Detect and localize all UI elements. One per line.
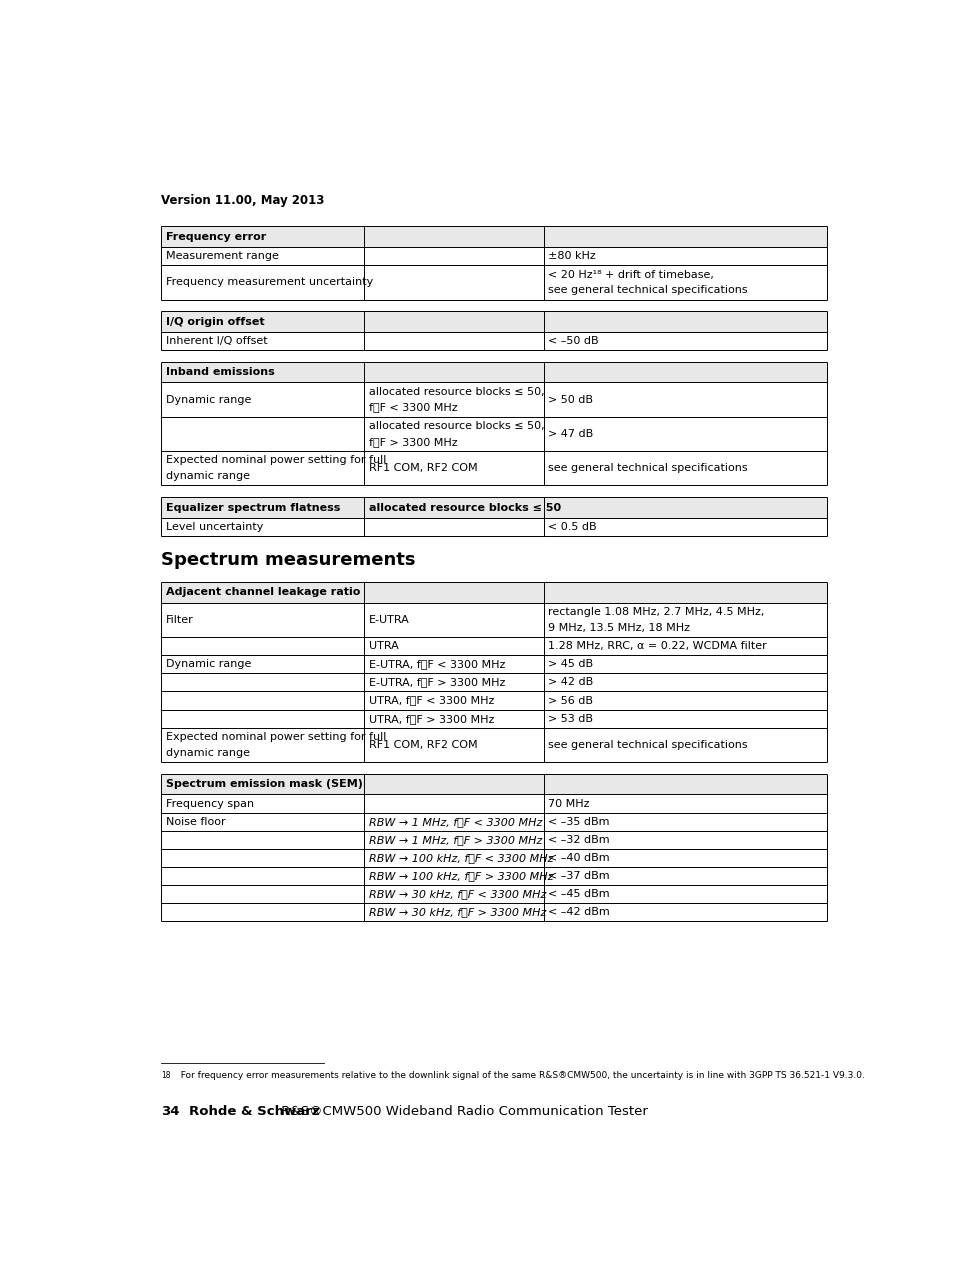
Text: < –42 dBm: < –42 dBm bbox=[548, 907, 610, 917]
Text: 9 MHz, 13.5 MHz, 18 MHz: 9 MHz, 13.5 MHz, 18 MHz bbox=[548, 623, 690, 633]
Text: UTRA, fᴯF > 3300 MHz: UTRA, fᴯF > 3300 MHz bbox=[369, 713, 494, 724]
Bar bbox=[161, 227, 826, 299]
Text: < –35 dBm: < –35 dBm bbox=[548, 817, 609, 827]
Text: Spectrum measurements: Spectrum measurements bbox=[161, 550, 416, 568]
Text: > 45 dB: > 45 dB bbox=[548, 659, 593, 669]
Text: 1.28 MHz, RRC, α = 0.22, WCDMA filter: 1.28 MHz, RRC, α = 0.22, WCDMA filter bbox=[548, 641, 766, 651]
Text: < 0.5 dB: < 0.5 dB bbox=[548, 522, 597, 531]
Text: RBW → 100 kHz, fᴯF < 3300 MHz: RBW → 100 kHz, fᴯF < 3300 MHz bbox=[369, 854, 553, 862]
Bar bbox=[161, 582, 826, 762]
Text: < –32 dBm: < –32 dBm bbox=[548, 834, 609, 845]
Text: rectangle 1.08 MHz, 2.7 MHz, 4.5 MHz,: rectangle 1.08 MHz, 2.7 MHz, 4.5 MHz, bbox=[548, 606, 764, 617]
Text: E-UTRA, fᴯF < 3300 MHz: E-UTRA, fᴯF < 3300 MHz bbox=[369, 659, 505, 669]
Text: RBW → 100 kHz, fᴯF > 3300 MHz: RBW → 100 kHz, fᴯF > 3300 MHz bbox=[369, 871, 553, 882]
Text: > 56 dB: > 56 dB bbox=[548, 696, 593, 706]
Text: fᴯF < 3300 MHz: fᴯF < 3300 MHz bbox=[369, 403, 456, 413]
Text: E-UTRA, fᴯF > 3300 MHz: E-UTRA, fᴯF > 3300 MHz bbox=[369, 678, 505, 688]
Text: Inband emissions: Inband emissions bbox=[166, 367, 274, 377]
Bar bbox=[161, 582, 826, 603]
Text: < –50 dB: < –50 dB bbox=[548, 336, 598, 347]
Bar bbox=[161, 311, 826, 350]
Text: allocated resource blocks ≤ 50: allocated resource blocks ≤ 50 bbox=[369, 502, 560, 512]
Bar bbox=[161, 497, 826, 536]
Text: see general technical specifications: see general technical specifications bbox=[548, 464, 747, 473]
Text: RBW → 30 kHz, fᴯF < 3300 MHz: RBW → 30 kHz, fᴯF < 3300 MHz bbox=[369, 889, 545, 899]
Text: RF1 COM, RF2 COM: RF1 COM, RF2 COM bbox=[369, 464, 476, 473]
Text: Level uncertainty: Level uncertainty bbox=[166, 522, 263, 531]
Text: dynamic range: dynamic range bbox=[166, 471, 250, 482]
Text: < –37 dBm: < –37 dBm bbox=[548, 871, 609, 882]
Text: UTRA: UTRA bbox=[369, 641, 398, 651]
Bar bbox=[161, 773, 826, 795]
Text: For frequency error measurements relative to the downlink signal of the same R&S: For frequency error measurements relativ… bbox=[174, 1071, 863, 1080]
Text: Rohde & Schwarz: Rohde & Schwarz bbox=[190, 1105, 320, 1117]
Text: see general technical specifications: see general technical specifications bbox=[548, 285, 747, 296]
Text: > 53 dB: > 53 dB bbox=[548, 713, 593, 724]
Text: RF1 COM, RF2 COM: RF1 COM, RF2 COM bbox=[369, 740, 476, 750]
Text: allocated resource blocks ≤ 50,: allocated resource blocks ≤ 50, bbox=[369, 422, 544, 431]
Text: dynamic range: dynamic range bbox=[166, 748, 250, 758]
Text: Dynamic range: Dynamic range bbox=[166, 395, 251, 405]
Text: > 42 dB: > 42 dB bbox=[548, 678, 593, 688]
Text: Frequency span: Frequency span bbox=[166, 799, 253, 809]
Text: Frequency error: Frequency error bbox=[166, 232, 266, 242]
Text: Measurement range: Measurement range bbox=[166, 251, 278, 261]
Bar bbox=[161, 362, 826, 382]
Bar bbox=[161, 773, 826, 921]
Bar bbox=[161, 362, 826, 485]
Text: see general technical specifications: see general technical specifications bbox=[548, 740, 747, 750]
Text: Equalizer spectrum flatness: Equalizer spectrum flatness bbox=[166, 502, 340, 512]
Text: > 50 dB: > 50 dB bbox=[548, 395, 593, 405]
Text: RBW → 1 MHz, fᴯF < 3300 MHz: RBW → 1 MHz, fᴯF < 3300 MHz bbox=[369, 817, 541, 827]
Text: I/Q origin offset: I/Q origin offset bbox=[166, 317, 264, 326]
Text: Frequency measurement uncertainty: Frequency measurement uncertainty bbox=[166, 278, 373, 288]
Text: < –45 dBm: < –45 dBm bbox=[548, 889, 609, 899]
Text: < –40 dBm: < –40 dBm bbox=[548, 854, 609, 862]
Text: Inherent I/Q offset: Inherent I/Q offset bbox=[166, 336, 267, 347]
Bar bbox=[161, 311, 826, 333]
Text: 34: 34 bbox=[161, 1105, 180, 1117]
Text: UTRA, fᴯF < 3300 MHz: UTRA, fᴯF < 3300 MHz bbox=[369, 696, 494, 706]
Bar bbox=[161, 227, 826, 247]
Bar bbox=[161, 497, 826, 517]
Text: allocated resource blocks ≤ 50,: allocated resource blocks ≤ 50, bbox=[369, 387, 544, 396]
Text: Version 11.00, May 2013: Version 11.00, May 2013 bbox=[161, 194, 324, 208]
Text: RBW → 30 kHz, fᴯF > 3300 MHz: RBW → 30 kHz, fᴯF > 3300 MHz bbox=[369, 907, 545, 917]
Text: Adjacent channel leakage ratio: Adjacent channel leakage ratio bbox=[166, 587, 360, 598]
Text: Expected nominal power setting for full: Expected nominal power setting for full bbox=[166, 455, 386, 465]
Text: Filter: Filter bbox=[166, 615, 193, 624]
Text: Noise floor: Noise floor bbox=[166, 817, 225, 827]
Text: RBW → 1 MHz, fᴯF > 3300 MHz: RBW → 1 MHz, fᴯF > 3300 MHz bbox=[369, 834, 541, 845]
Text: ±80 kHz: ±80 kHz bbox=[548, 251, 596, 261]
Text: 18: 18 bbox=[161, 1071, 171, 1080]
Text: E-UTRA: E-UTRA bbox=[369, 615, 409, 624]
Text: R&S®CMW500 Wideband Radio Communication Tester: R&S®CMW500 Wideband Radio Communication … bbox=[276, 1105, 647, 1117]
Text: fᴯF > 3300 MHz: fᴯF > 3300 MHz bbox=[369, 437, 456, 447]
Text: < 20 Hz¹⁸ + drift of timebase,: < 20 Hz¹⁸ + drift of timebase, bbox=[548, 270, 714, 279]
Text: Expected nominal power setting for full: Expected nominal power setting for full bbox=[166, 733, 386, 741]
Text: Dynamic range: Dynamic range bbox=[166, 659, 251, 669]
Text: 70 MHz: 70 MHz bbox=[548, 799, 589, 809]
Text: > 47 dB: > 47 dB bbox=[548, 429, 593, 440]
Text: Spectrum emission mask (SEM): Spectrum emission mask (SEM) bbox=[166, 780, 362, 789]
